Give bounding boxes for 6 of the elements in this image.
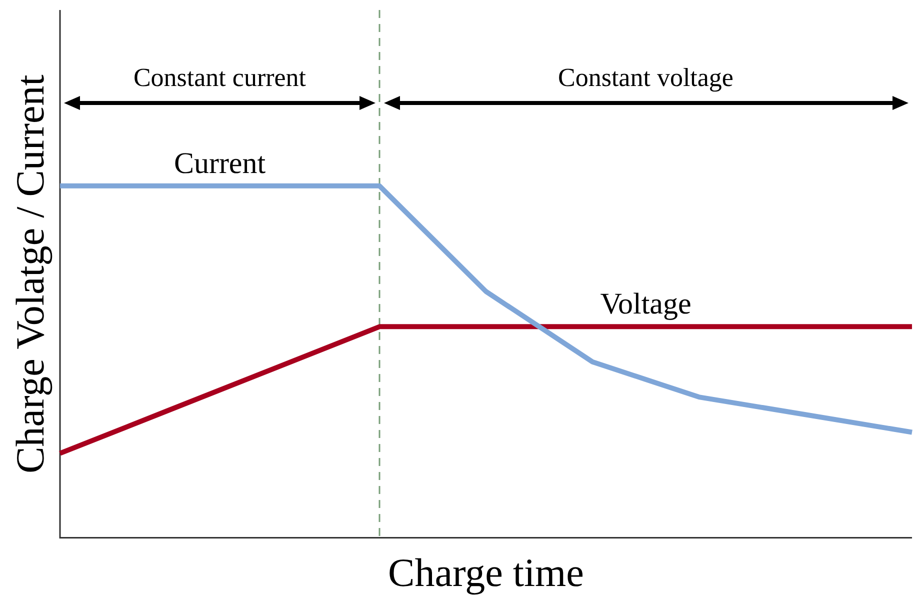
text: Constant current — [132, 63, 308, 93]
y-axis-title: Charge Volatge / Current — [6, 74, 54, 474]
series-label: Voltage — [600, 288, 692, 321]
series-label: Current — [174, 146, 266, 180]
x-axis-title: Charge time — [388, 550, 584, 596]
text: Constant voltage — [557, 63, 734, 93]
